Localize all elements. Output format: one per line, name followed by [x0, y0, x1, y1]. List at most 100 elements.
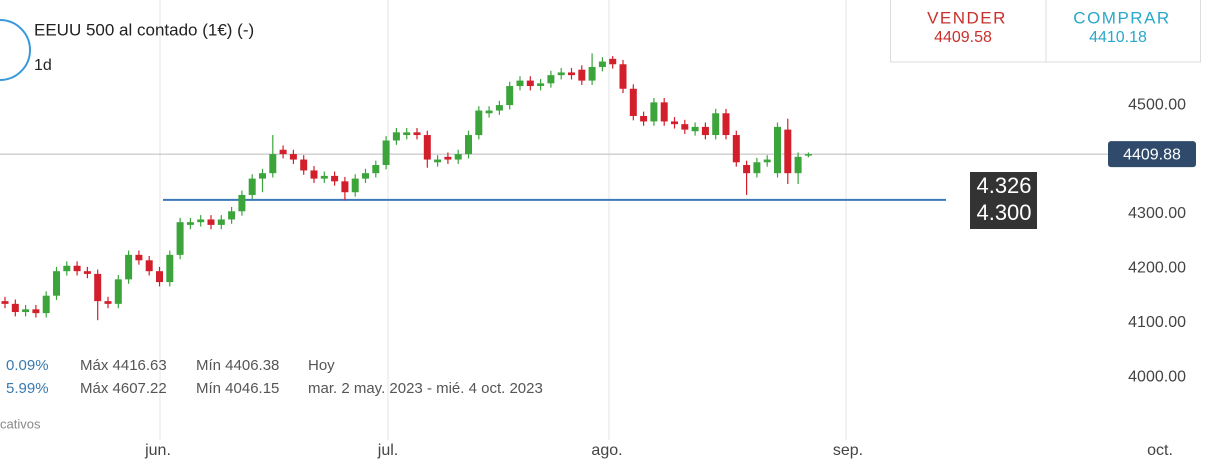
candle-body [516, 80, 524, 87]
candle-body [63, 265, 71, 272]
candle-body [753, 162, 761, 174]
candle-body [289, 154, 297, 160]
candle-body [732, 135, 740, 163]
stat-change: 0.09% [6, 357, 49, 374]
candle-body [197, 219, 205, 223]
x-tick-label: jun. [144, 442, 171, 459]
candle-body [444, 156, 452, 160]
stat-period: Hoy [308, 357, 335, 374]
candle-body [588, 66, 596, 81]
candle-body [526, 80, 534, 87]
candle-body [568, 72, 575, 76]
candle-body [578, 69, 586, 81]
candle-body [619, 64, 627, 89]
candle-body [269, 154, 277, 174]
candle-body [125, 254, 133, 280]
candle-body [423, 135, 431, 160]
candle-body [804, 154, 812, 156]
candle-body [32, 309, 40, 314]
candle-body [228, 211, 236, 220]
candle-body [279, 149, 287, 155]
buy-price[interactable]: 4410.18 [1089, 29, 1147, 46]
candle-body [1, 301, 9, 304]
y-tick-label: 4200.00 [1128, 260, 1186, 277]
x-tick-label: jul. [377, 442, 398, 459]
candle-body [94, 273, 102, 302]
candle-body [176, 222, 184, 255]
candle-body [207, 219, 215, 225]
candle-body [650, 102, 658, 122]
candle-body [537, 83, 545, 87]
candle-body [186, 222, 194, 225]
candle-body [166, 254, 174, 283]
candle-body [434, 159, 442, 163]
candle-body [774, 126, 781, 174]
candle-body [382, 140, 390, 165]
candle-body [681, 124, 689, 130]
candle-body [114, 279, 122, 304]
candle-body [300, 159, 308, 171]
candle-body [248, 178, 256, 195]
stat-min: Mín 4046.15 [196, 380, 279, 397]
candle-body [413, 132, 421, 136]
instrument-title: EEUU 500 al contado (1€) (-) [34, 20, 254, 39]
candle-body [238, 194, 246, 212]
candle-body [341, 181, 349, 193]
month-grid [159, 0, 847, 440]
logo-arc [0, 19, 31, 81]
y-tick-label: 4300.00 [1128, 205, 1186, 222]
candle-body [83, 271, 91, 274]
candle-body [454, 154, 462, 160]
candle-body [156, 271, 163, 283]
candle-body [609, 58, 617, 65]
candle-body [743, 165, 751, 174]
stat-max: Máx 4416.63 [80, 357, 167, 374]
candle-body [372, 165, 380, 174]
candle-body [310, 170, 318, 179]
x-tick-label: oct. [1147, 442, 1173, 459]
y-tick-label: 4100.00 [1128, 314, 1186, 331]
candle-body [495, 105, 503, 111]
candle-body [557, 72, 565, 76]
buy-label[interactable]: COMPRAR [1073, 8, 1170, 27]
candle-body [722, 113, 730, 136]
candle-body [671, 121, 678, 125]
candle-body [42, 295, 50, 314]
candle-body [362, 173, 369, 179]
sell-price[interactable]: 4409.58 [934, 29, 992, 46]
candle-body [331, 175, 339, 182]
candle-body [660, 102, 668, 122]
footer-note: cativos [0, 416, 41, 431]
candle-body [547, 75, 555, 84]
sell-label[interactable]: VENDER [927, 8, 1007, 27]
candle-body [465, 135, 472, 155]
candle-body [701, 126, 709, 136]
candle-body [145, 260, 153, 272]
candle-body [784, 129, 792, 174]
last-price-tag [1108, 141, 1196, 168]
stat-min: Mín 4406.38 [196, 357, 279, 374]
candle-body [320, 175, 328, 179]
candle-body [104, 301, 112, 304]
stat-max: Máx 4607.22 [80, 380, 167, 397]
candle-body [11, 303, 19, 313]
candles [1, 53, 812, 321]
candle-body [135, 254, 143, 261]
x-tick-label: sep. [833, 442, 863, 459]
stat-change: 5.99% [6, 380, 49, 397]
candle-body [22, 309, 30, 313]
level-box [970, 172, 1037, 229]
stat-period: mar. 2 may. 2023 - mié. 4 oct. 2023 [308, 380, 543, 397]
candle-body [475, 110, 483, 136]
candle-body [259, 173, 266, 179]
candle-body [640, 115, 648, 122]
x-tick-label: ago. [591, 442, 622, 459]
candle-body [73, 265, 81, 272]
candle-body [712, 113, 720, 136]
level-label: 4.326 [976, 173, 1031, 198]
candle-body [392, 132, 400, 141]
candle-body [217, 219, 225, 225]
